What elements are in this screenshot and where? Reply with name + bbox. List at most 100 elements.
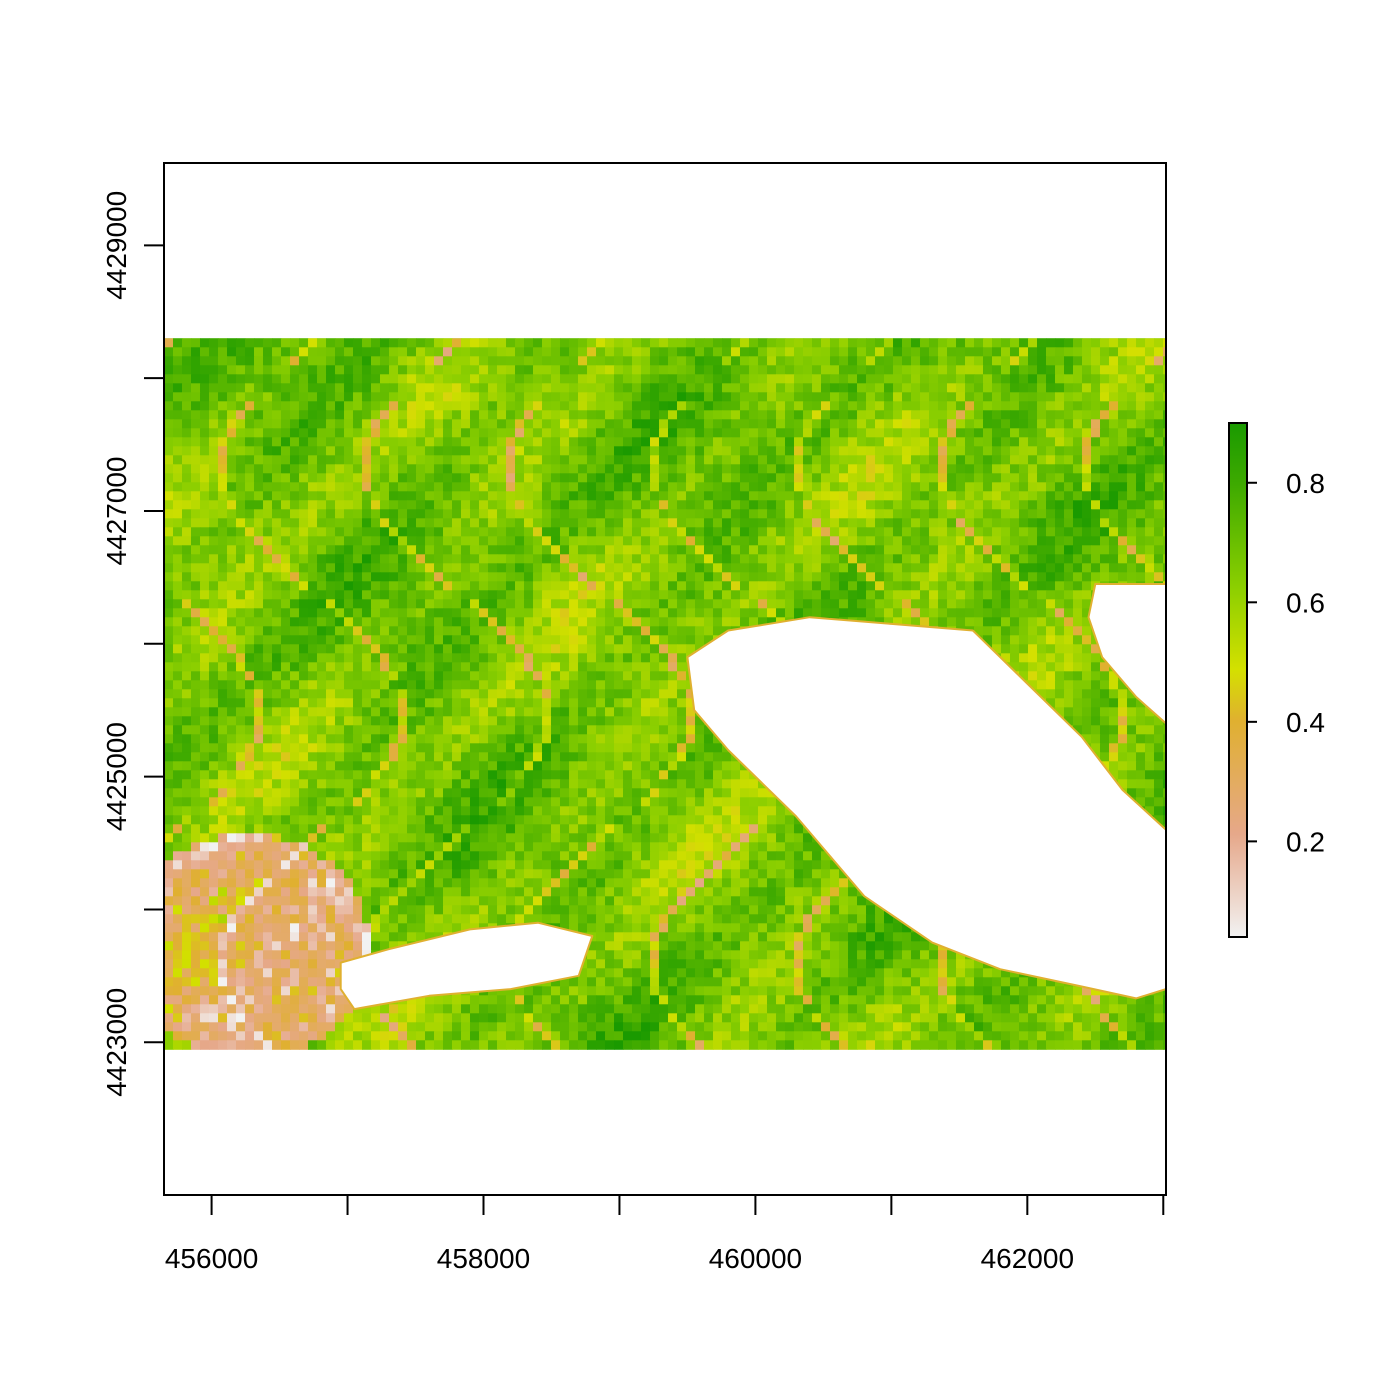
raster-cell xyxy=(1019,572,1029,582)
raster-cell xyxy=(218,518,228,528)
raster-cell xyxy=(686,626,696,636)
raster-cell xyxy=(533,626,543,636)
raster-cell xyxy=(389,590,399,600)
raster-cell xyxy=(641,734,651,744)
raster-cell xyxy=(1073,338,1083,348)
raster-cell xyxy=(614,536,624,546)
raster-cell xyxy=(902,500,912,510)
raster-cell xyxy=(632,626,642,636)
raster-cell xyxy=(371,698,381,708)
raster-cell xyxy=(920,428,930,438)
raster-cell xyxy=(506,662,516,672)
raster-cell xyxy=(515,491,525,501)
raster-cell xyxy=(470,635,480,645)
raster-cell xyxy=(191,725,201,735)
raster-cell xyxy=(263,644,273,654)
raster-cell xyxy=(902,482,912,492)
raster-cell xyxy=(749,437,759,447)
raster-cell xyxy=(416,473,426,483)
raster-cell xyxy=(1037,572,1047,582)
raster-cell xyxy=(1028,428,1038,438)
raster-cell xyxy=(191,581,201,591)
raster-cell xyxy=(605,410,615,420)
raster-cell xyxy=(821,401,831,411)
raster-cell xyxy=(335,347,345,357)
raster-cell xyxy=(488,644,498,654)
raster-cell xyxy=(209,419,219,429)
raster-cell xyxy=(344,662,354,672)
raster-cell xyxy=(542,707,552,717)
raster-cell xyxy=(551,734,561,744)
raster-cell xyxy=(1109,365,1119,375)
raster-cell xyxy=(434,698,444,708)
raster-cell xyxy=(686,338,696,348)
raster-cell xyxy=(947,437,957,447)
raster-cell xyxy=(848,527,858,537)
raster-cell xyxy=(1046,410,1056,420)
raster-cell xyxy=(875,491,885,501)
raster-cell xyxy=(605,563,615,573)
raster-cell xyxy=(983,437,993,447)
raster-cell xyxy=(389,401,399,411)
raster-cell xyxy=(659,572,669,582)
raster-cell xyxy=(353,644,363,654)
raster-cell xyxy=(983,545,993,555)
raster-cell xyxy=(938,572,948,582)
raster-cell xyxy=(740,581,750,591)
raster-cell xyxy=(335,455,345,465)
raster-cell xyxy=(1127,716,1137,726)
raster-cell xyxy=(425,347,435,357)
raster-cell xyxy=(911,401,921,411)
raster-cell xyxy=(884,446,894,456)
raster-cell xyxy=(686,347,696,357)
raster-cell xyxy=(1145,473,1155,483)
raster-cell xyxy=(632,455,642,465)
raster-cell xyxy=(677,491,687,501)
raster-cell xyxy=(443,374,453,384)
raster-cell xyxy=(209,653,219,663)
raster-cell xyxy=(515,500,525,510)
raster-cell xyxy=(884,518,894,528)
raster-cell xyxy=(632,338,642,348)
raster-cell xyxy=(641,482,651,492)
raster-cell xyxy=(623,608,633,618)
raster-cell xyxy=(308,437,318,447)
raster-cell xyxy=(551,428,561,438)
raster-cell xyxy=(308,473,318,483)
raster-cell xyxy=(569,527,579,537)
raster-cell xyxy=(290,581,300,591)
raster-cell xyxy=(191,365,201,375)
raster-cell xyxy=(722,437,732,447)
raster-cell xyxy=(821,554,831,564)
raster-cell xyxy=(272,338,282,348)
raster-cell xyxy=(461,572,471,582)
raster-cell xyxy=(947,563,957,573)
raster-cell xyxy=(398,392,408,402)
raster-cell xyxy=(623,419,633,429)
raster-cell xyxy=(326,455,336,465)
raster-cell xyxy=(461,365,471,375)
raster-cell xyxy=(533,617,543,627)
raster-cell xyxy=(227,473,237,483)
raster-cell xyxy=(857,482,867,492)
raster-cell xyxy=(362,428,372,438)
raster-cell xyxy=(641,419,651,429)
raster-cell xyxy=(695,419,705,429)
raster-cell xyxy=(416,482,426,492)
raster-cell xyxy=(560,635,570,645)
raster-cell xyxy=(920,446,930,456)
raster-cell xyxy=(542,716,552,726)
raster-cell xyxy=(587,500,597,510)
raster-cell xyxy=(461,671,471,681)
raster-cell xyxy=(398,473,408,483)
raster-cell xyxy=(254,374,264,384)
raster-cell xyxy=(299,509,309,519)
raster-cell xyxy=(749,446,759,456)
raster-cell xyxy=(1109,545,1119,555)
raster-cell xyxy=(812,482,822,492)
raster-cell xyxy=(668,581,678,591)
raster-cell xyxy=(452,383,462,393)
raster-cell xyxy=(515,383,525,393)
raster-cell xyxy=(173,428,183,438)
raster-cell xyxy=(767,392,777,402)
